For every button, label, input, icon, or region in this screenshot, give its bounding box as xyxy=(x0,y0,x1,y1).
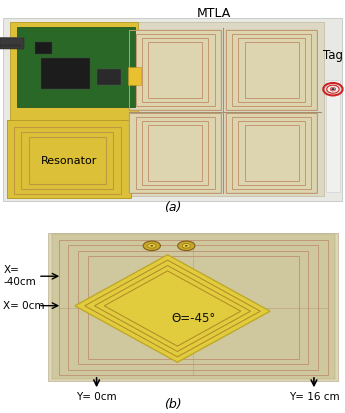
Bar xyxy=(21,132,113,189)
Circle shape xyxy=(150,245,153,247)
Bar xyxy=(48,233,338,381)
Bar xyxy=(129,113,221,193)
Bar xyxy=(326,80,340,192)
Text: Y= 16 cm: Y= 16 cm xyxy=(289,392,339,402)
Bar xyxy=(136,116,215,189)
Bar xyxy=(78,251,308,364)
Bar xyxy=(136,34,215,107)
Bar xyxy=(226,30,317,110)
Bar xyxy=(7,121,131,199)
Text: MTLA: MTLA xyxy=(197,7,231,20)
Bar xyxy=(41,58,90,89)
Text: Tag: Tag xyxy=(323,49,343,62)
Bar xyxy=(245,125,299,181)
Bar xyxy=(59,240,328,375)
Circle shape xyxy=(148,244,156,248)
Text: Θ=-45°: Θ=-45° xyxy=(171,311,215,325)
Text: Resonator: Resonator xyxy=(41,156,97,166)
Bar xyxy=(232,116,311,189)
Bar xyxy=(52,235,335,379)
Bar xyxy=(142,38,208,102)
Text: Y= 0cm: Y= 0cm xyxy=(76,392,117,402)
Bar xyxy=(148,42,202,98)
Bar xyxy=(245,42,299,98)
Bar xyxy=(68,245,318,370)
Bar xyxy=(226,30,317,110)
Bar xyxy=(17,27,135,107)
Text: -40cm: -40cm xyxy=(3,277,36,287)
Circle shape xyxy=(331,88,335,90)
Bar xyxy=(29,137,106,184)
Polygon shape xyxy=(75,255,270,362)
Circle shape xyxy=(185,245,188,247)
Bar xyxy=(129,113,221,193)
Bar xyxy=(14,127,121,194)
Bar xyxy=(97,69,121,85)
Bar xyxy=(226,113,317,193)
Bar xyxy=(128,67,141,85)
Bar xyxy=(142,121,208,185)
Bar xyxy=(238,121,305,185)
Text: (a): (a) xyxy=(164,201,181,214)
Circle shape xyxy=(182,244,190,248)
Bar xyxy=(148,125,202,181)
Circle shape xyxy=(178,241,195,251)
Text: (b): (b) xyxy=(164,398,181,411)
Bar xyxy=(226,113,317,193)
Text: X= 0cm: X= 0cm xyxy=(3,301,45,311)
Bar xyxy=(34,43,52,54)
Bar xyxy=(0,38,24,49)
Bar xyxy=(124,22,324,196)
Text: X=: X= xyxy=(3,265,19,275)
Bar xyxy=(129,30,221,110)
Bar xyxy=(232,34,311,107)
Bar xyxy=(88,256,299,359)
Bar xyxy=(3,18,342,201)
Circle shape xyxy=(143,241,160,251)
Bar xyxy=(129,30,221,110)
Bar xyxy=(238,38,305,102)
Bar xyxy=(10,22,138,125)
